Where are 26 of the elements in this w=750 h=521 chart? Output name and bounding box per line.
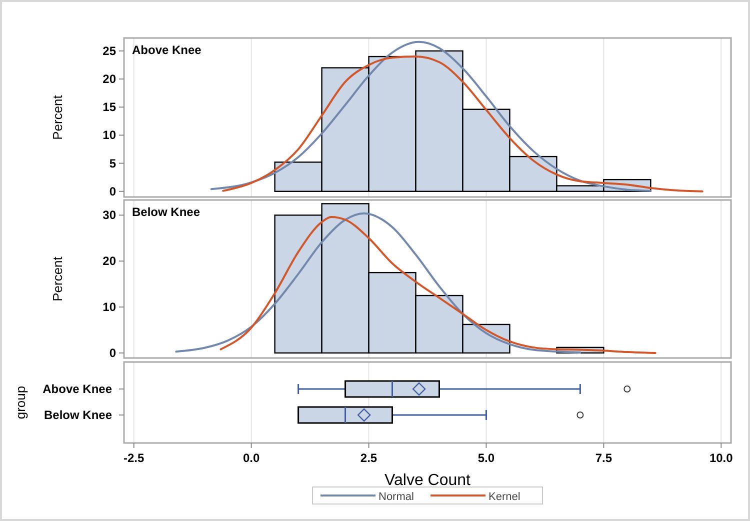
text: Below Knee: [132, 205, 200, 219]
y-axis-title: Percent: [50, 256, 65, 302]
x-tick-label: 0.0: [242, 451, 260, 465]
y-axis-title: Percent: [50, 94, 65, 140]
text: Above Knee: [132, 43, 202, 57]
x-tick-label: -2.5: [124, 451, 145, 465]
y-tick-label: 0: [109, 184, 116, 198]
x-tick-label: 7.5: [595, 451, 612, 465]
y-axis-title: group: [13, 386, 28, 420]
y-tick-label: Below Knee: [44, 408, 112, 422]
y-tick-label: 25: [102, 44, 116, 58]
legend-label: Normal: [378, 491, 414, 503]
y-tick-label: 0: [109, 346, 116, 360]
x-axis-title: Valve Count: [384, 472, 472, 489]
y-tick-label: 10: [102, 128, 116, 142]
x-tick-label: 10.0: [709, 451, 734, 465]
y-tick-label: 10: [102, 300, 116, 314]
y-tick-label: 30: [102, 208, 116, 222]
x-tick-label: 2.5: [360, 451, 378, 465]
y-tick-label: Above Knee: [42, 382, 112, 396]
y-tick-label: 15: [102, 100, 116, 114]
x-tick-label: 5.0: [478, 451, 495, 465]
y-tick-label: 20: [102, 72, 116, 86]
y-tick-label: 20: [102, 254, 116, 268]
legend-label: Kernel: [488, 491, 520, 503]
y-tick-label: 5: [109, 156, 116, 170]
